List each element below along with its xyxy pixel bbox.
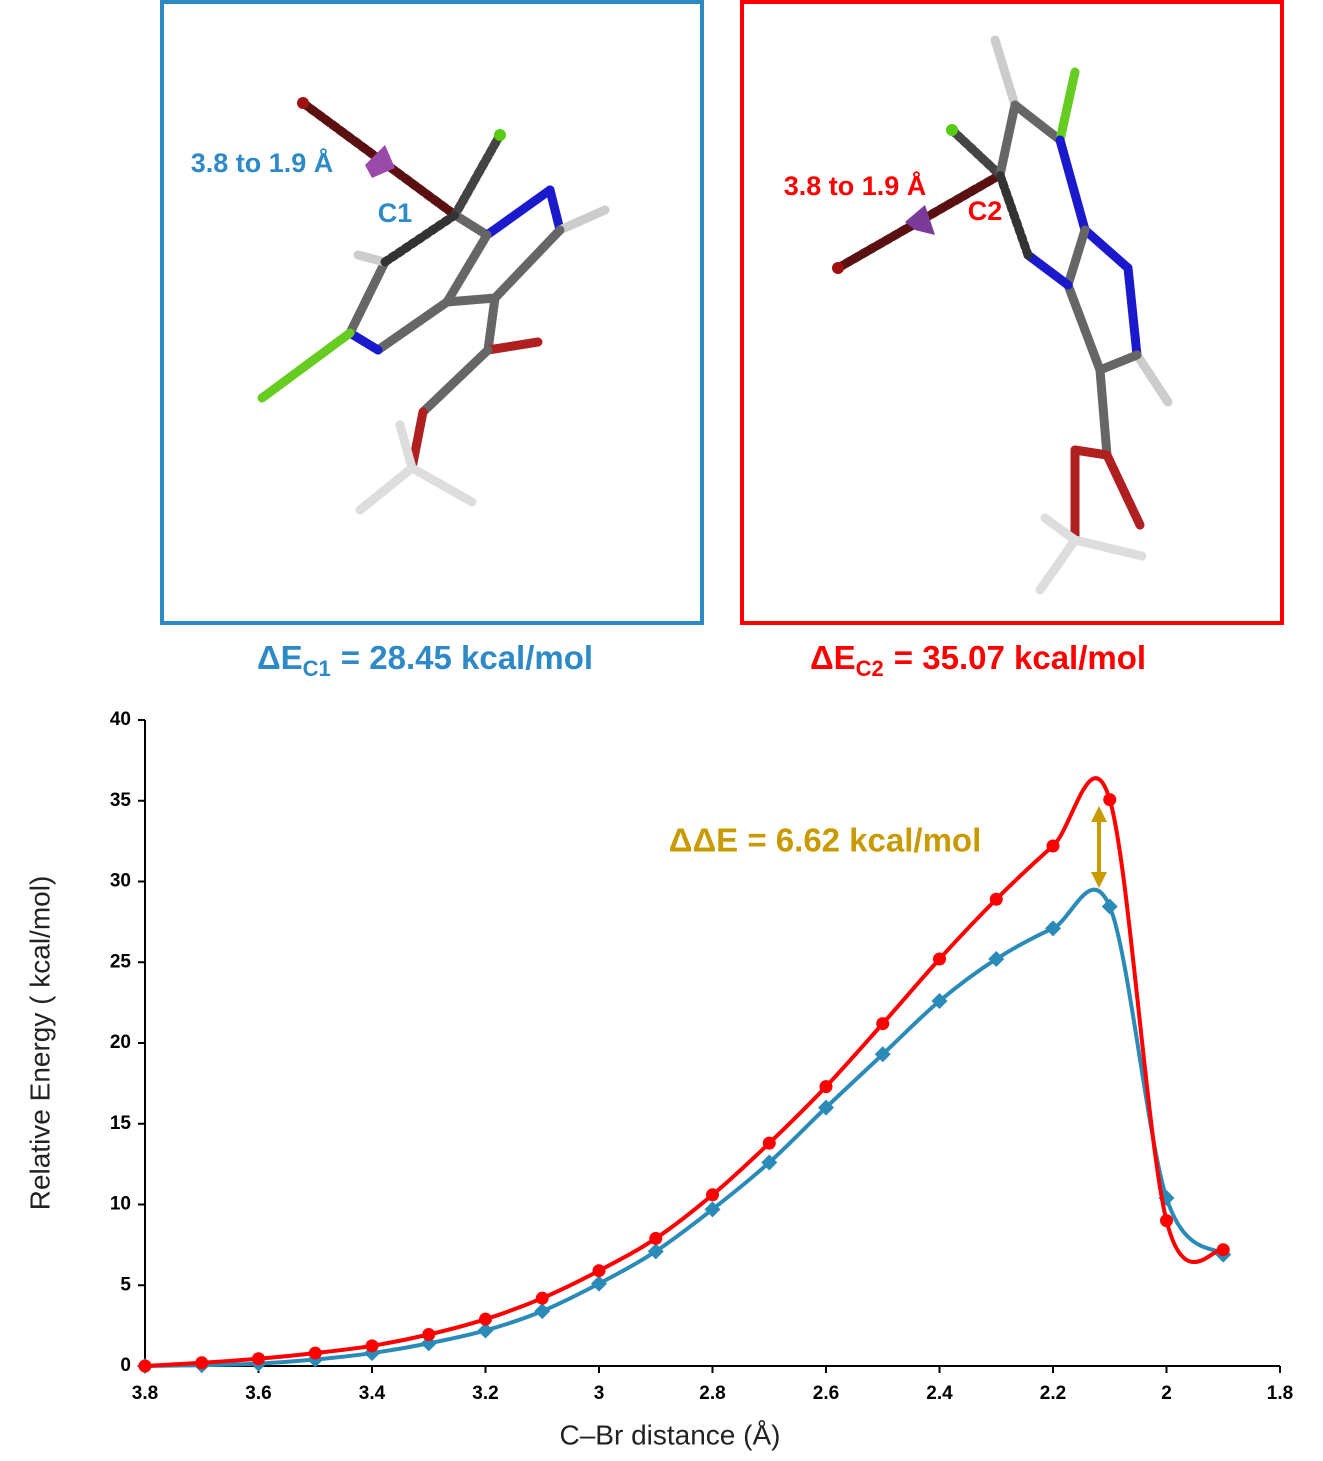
panel-frame xyxy=(740,0,1284,625)
y-tick-label: 40 xyxy=(110,709,131,730)
x-tick-label: 3.4 xyxy=(359,1383,386,1404)
marker xyxy=(933,952,946,966)
x-tick-label: 2.4 xyxy=(926,1383,953,1404)
marker xyxy=(818,1099,834,1116)
marker xyxy=(706,1188,719,1202)
marker xyxy=(649,1231,663,1245)
y-tick-label: 15 xyxy=(110,1113,132,1134)
y-tick-label: 30 xyxy=(110,871,131,892)
x-tick-label: 3.2 xyxy=(472,1383,498,1404)
x-tick-label: 2.8 xyxy=(699,1383,725,1404)
marker xyxy=(876,1017,890,1031)
marker xyxy=(819,1080,833,1094)
energy-subscript: C2 xyxy=(856,656,884,681)
marker xyxy=(1160,1214,1173,1228)
x-tick-label: 2.6 xyxy=(813,1383,839,1404)
panel-frame xyxy=(160,0,704,625)
x-tick-label: 3.6 xyxy=(245,1383,271,1404)
marker xyxy=(1103,793,1117,807)
atom-label: C2 xyxy=(968,196,1003,226)
marker xyxy=(592,1264,606,1278)
molecule-c2 xyxy=(832,35,1173,595)
marker xyxy=(704,1201,721,1218)
marker xyxy=(1045,920,1061,937)
energy-symbol: ΔE xyxy=(257,639,303,676)
marker xyxy=(252,1352,265,1366)
annotation-arrow xyxy=(1091,806,1107,888)
x-axis-label: C–Br distance (Å) xyxy=(560,1419,781,1450)
x-tick-label: 3 xyxy=(594,1383,605,1404)
marker xyxy=(138,1359,152,1373)
y-tick-label: 10 xyxy=(110,1194,131,1215)
marker xyxy=(931,993,948,1010)
y-axis-label: Relative Energy ( kcal/mol) xyxy=(24,876,55,1211)
energy-caption: ΔEC1 = 28.45 kcal/mol xyxy=(257,639,593,681)
marker xyxy=(479,1312,492,1326)
energy-caption: ΔEC2 = 35.07 kcal/mol xyxy=(810,639,1146,681)
marker xyxy=(535,1291,549,1305)
y-tick-label: 5 xyxy=(120,1274,131,1295)
marker xyxy=(761,1154,778,1171)
marker xyxy=(874,1046,891,1063)
y-tick-label: 20 xyxy=(110,1032,131,1053)
marker xyxy=(195,1356,209,1370)
marker xyxy=(988,951,1005,968)
y-tick-label: 0 xyxy=(120,1355,131,1376)
y-tick-label: 35 xyxy=(110,790,132,811)
atom-label: C1 xyxy=(378,198,413,228)
energy-value: = 35.07 kcal/mol xyxy=(894,639,1146,676)
distance-label: 3.8 to 1.9 Å xyxy=(784,170,927,201)
marker xyxy=(365,1339,379,1353)
energy-subscript: C1 xyxy=(303,656,331,681)
annotation: ΔΔE = 6.62 kcal/mol xyxy=(669,822,982,859)
energy-symbol: ΔE xyxy=(810,639,856,676)
energy-value: = 28.45 kcal/mol xyxy=(341,639,593,676)
marker xyxy=(1101,898,1118,915)
marker xyxy=(591,1275,607,1292)
marker xyxy=(422,1328,436,1342)
series-line xyxy=(144,887,1225,1368)
marker xyxy=(762,1136,776,1150)
y-tick-label: 25 xyxy=(110,951,132,972)
marker xyxy=(308,1346,322,1360)
molecule-c1 xyxy=(257,97,610,515)
x-tick-label: 3.8 xyxy=(132,1383,158,1404)
marker xyxy=(477,1322,494,1339)
x-tick-label: 2 xyxy=(1161,1383,1172,1404)
marker xyxy=(1046,839,1060,853)
marker xyxy=(647,1243,664,1260)
series-line xyxy=(144,776,1225,1368)
marker xyxy=(534,1303,551,1320)
x-tick-label: 2.2 xyxy=(1040,1383,1066,1404)
distance-label: 3.8 to 1.9 Å xyxy=(191,147,334,178)
x-tick-label: 1.8 xyxy=(1267,1383,1293,1404)
marker xyxy=(1216,1243,1230,1257)
marker xyxy=(989,892,1003,906)
